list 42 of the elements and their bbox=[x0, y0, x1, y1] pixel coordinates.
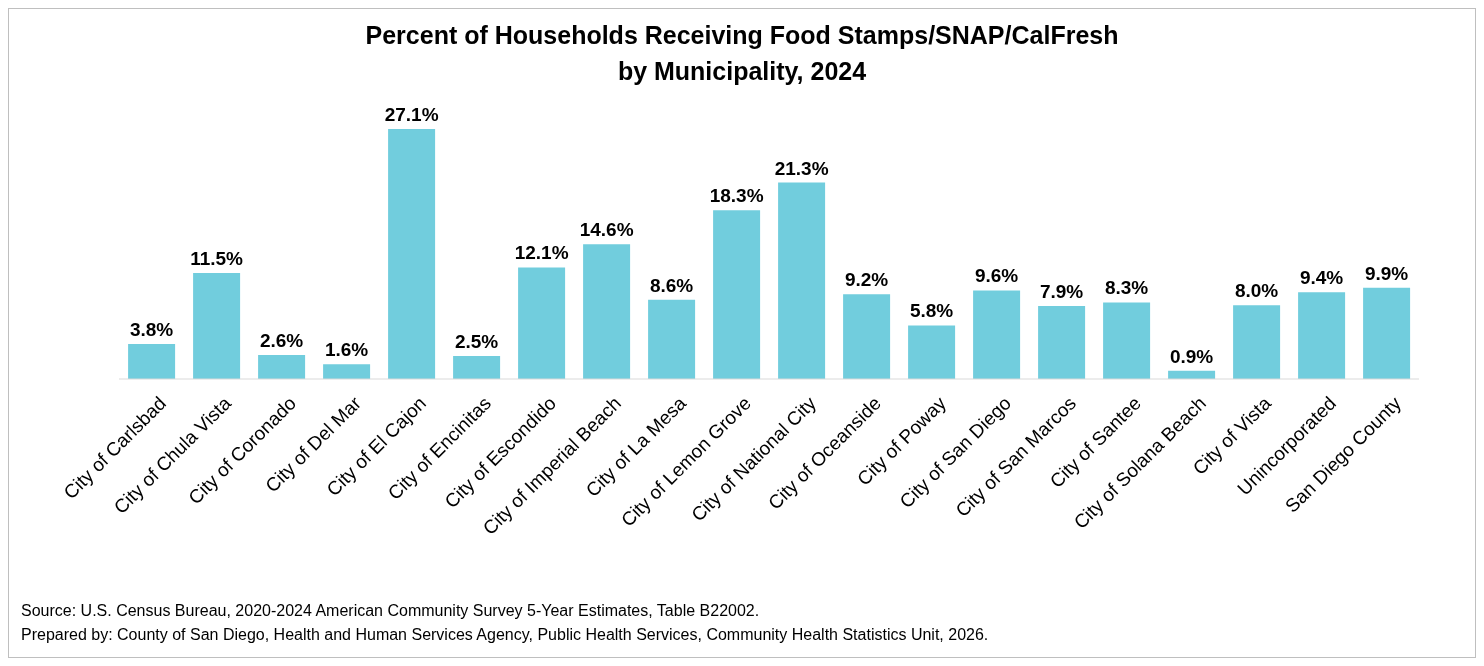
bar bbox=[453, 355, 501, 379]
data-label: 2.5% bbox=[454, 330, 499, 352]
bar bbox=[518, 267, 566, 379]
bar bbox=[1298, 292, 1346, 379]
data-label: 9.6% bbox=[974, 265, 1019, 287]
bar bbox=[193, 272, 241, 379]
bar bbox=[973, 290, 1021, 379]
bar bbox=[388, 129, 436, 379]
bar bbox=[323, 364, 371, 379]
bar bbox=[1103, 302, 1151, 379]
data-label: 1.6% bbox=[324, 339, 369, 361]
data-label: 21.3% bbox=[774, 157, 829, 179]
bar bbox=[648, 299, 696, 379]
bar bbox=[843, 294, 891, 379]
data-label: 9.9% bbox=[1364, 262, 1409, 284]
data-label: 9.2% bbox=[844, 269, 889, 291]
bar bbox=[1038, 306, 1086, 379]
data-label: 14.6% bbox=[579, 219, 634, 241]
bar bbox=[713, 210, 761, 379]
bar bbox=[583, 244, 631, 379]
data-label: 0.9% bbox=[1169, 345, 1214, 367]
bar bbox=[128, 343, 176, 379]
bar bbox=[1233, 305, 1281, 379]
bar bbox=[258, 355, 306, 379]
chart-title: Percent of Households Receiving Food Stamps/SNAP/CalFresh by Municipality, 2024 bbox=[364, 20, 1120, 87]
data-label: 3.8% bbox=[129, 318, 174, 340]
data-label: 12.1% bbox=[514, 242, 569, 264]
data-label: 7.9% bbox=[1039, 281, 1084, 303]
data-label: 8.6% bbox=[649, 274, 694, 296]
data-label: 5.8% bbox=[909, 300, 954, 322]
text: Prepared by: County of San Diego, Health and Human Services Agency, Public Health Services, Community Health Statistics Unit, 2026. bbox=[21, 625, 989, 645]
data-label: 27.1% bbox=[384, 104, 439, 125]
data-label: 8.0% bbox=[1234, 280, 1279, 302]
data-label: 11.5% bbox=[190, 247, 244, 269]
data-label: 8.3% bbox=[1104, 277, 1149, 299]
data-label: 2.6% bbox=[259, 330, 304, 352]
bar bbox=[1363, 287, 1411, 379]
source-note: Source: U.S. Census Bureau, 2020-2024 American Community Survey 5-Year Estimates, Table B22002. bbox=[21, 601, 761, 621]
data-label: 18.3% bbox=[709, 185, 764, 207]
bar bbox=[908, 325, 956, 379]
bar bbox=[778, 182, 826, 379]
data-label: 9.4% bbox=[1299, 267, 1344, 289]
